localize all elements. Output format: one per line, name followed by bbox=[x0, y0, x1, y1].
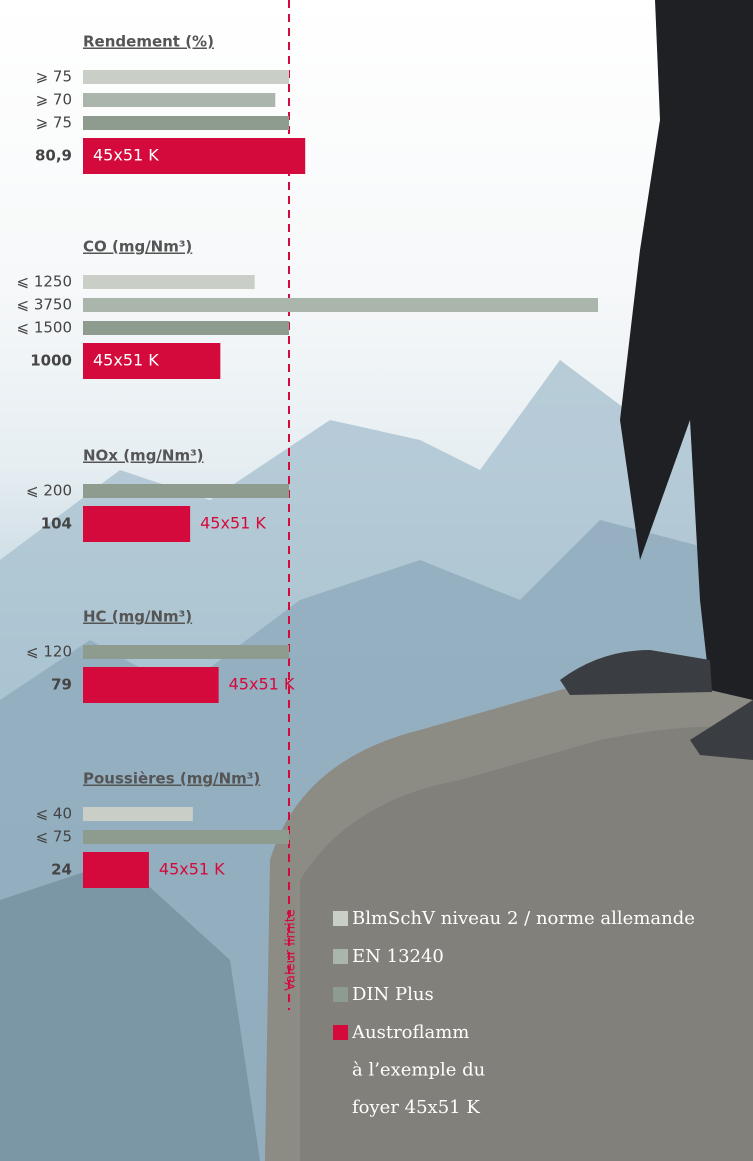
legend-label: BlmSchV niveau 2 / norme allemande bbox=[352, 908, 695, 929]
value-label: ⩽ 1250 bbox=[16, 273, 72, 291]
bar-label: 45x51 K bbox=[229, 675, 295, 694]
chart-title: Rendement (%) bbox=[83, 33, 214, 51]
value-label: ⩽ 120 bbox=[26, 643, 72, 661]
legend-swatch bbox=[333, 987, 348, 1002]
value-label: ⩽ 200 bbox=[26, 482, 72, 500]
bar bbox=[83, 807, 193, 821]
value-label: ⩾ 70 bbox=[36, 91, 72, 109]
value-label: 79 bbox=[51, 676, 72, 694]
value-label: ⩽ 1500 bbox=[16, 319, 72, 337]
bar bbox=[83, 275, 255, 289]
bar bbox=[83, 852, 149, 888]
value-label: 80,9 bbox=[35, 147, 72, 165]
legend-swatch bbox=[333, 1025, 348, 1040]
legend-label: EN 13240 bbox=[352, 946, 444, 967]
bar bbox=[83, 645, 289, 659]
bar-label: 45x51 K bbox=[200, 514, 266, 533]
bar bbox=[83, 506, 190, 542]
value-label: ⩾ 75 bbox=[36, 68, 72, 86]
page: Valeur limite Rendement (%) ⩾ 75 ⩾ 70 ⩾ 75 8… bbox=[0, 0, 753, 1161]
chart-title: CO (mg/Nm³) bbox=[83, 238, 192, 256]
value-label: 1000 bbox=[30, 352, 72, 370]
bar-label: 45x51 K bbox=[93, 146, 159, 165]
value-label: ⩾ 75 bbox=[36, 114, 72, 132]
bar bbox=[83, 830, 289, 844]
bar bbox=[83, 298, 598, 312]
chart-title: HC (mg/Nm³) bbox=[83, 608, 192, 626]
legend-label: foyer 45x51 K bbox=[352, 1097, 480, 1118]
bar-label: 45x51 K bbox=[93, 351, 159, 370]
legend-label: DIN Plus bbox=[352, 984, 434, 1005]
legend-swatch bbox=[333, 911, 348, 926]
legend-label: Austroflamm bbox=[351, 1022, 469, 1043]
bar bbox=[83, 321, 289, 335]
value-label: ⩽ 40 bbox=[36, 805, 72, 823]
legend-label: à l’exemple du bbox=[352, 1060, 485, 1081]
bar bbox=[83, 93, 275, 107]
value-label: 24 bbox=[51, 861, 72, 879]
bar bbox=[83, 484, 289, 498]
bar-label: 45x51 K bbox=[159, 860, 225, 879]
limit-label: Valeur limite bbox=[284, 909, 299, 991]
bar bbox=[83, 667, 219, 703]
legend-swatch bbox=[333, 949, 348, 964]
bar bbox=[83, 70, 289, 84]
value-label: ⩽ 75 bbox=[36, 828, 72, 846]
bar bbox=[83, 116, 289, 130]
value-label: ⩽ 3750 bbox=[16, 296, 72, 314]
chart: Valeur limite Rendement (%) ⩾ 75 ⩾ 70 ⩾ 75 8… bbox=[0, 0, 753, 1161]
value-label: 104 bbox=[41, 515, 72, 533]
chart-title: NOx (mg/Nm³) bbox=[83, 447, 204, 465]
chart-title: Poussières (mg/Nm³) bbox=[83, 770, 260, 788]
